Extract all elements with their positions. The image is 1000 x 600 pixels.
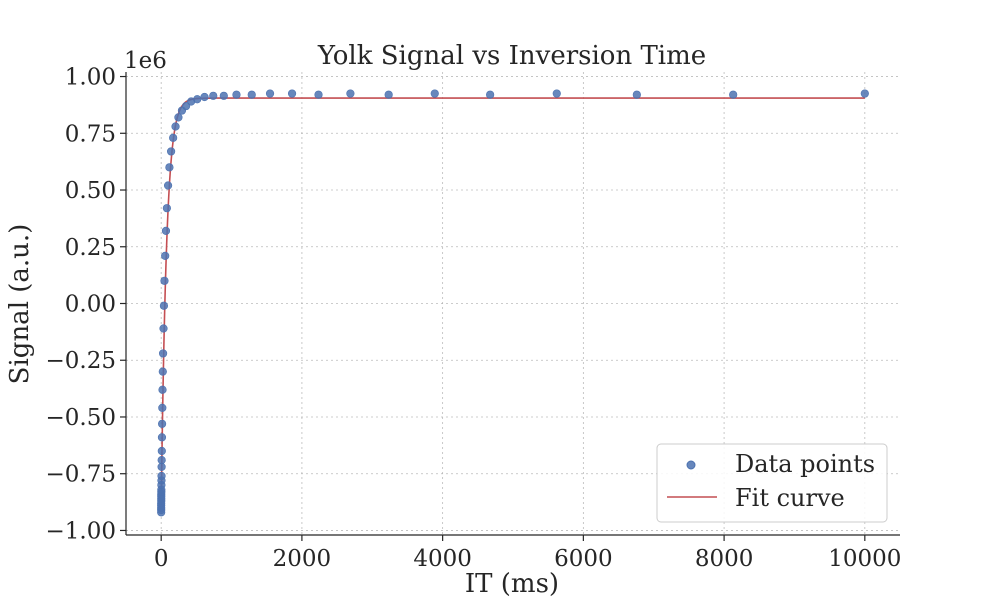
data-point-26 <box>161 251 170 260</box>
data-point-21 <box>158 367 167 376</box>
x-tick-label-4: 8000 <box>695 546 754 572</box>
data-point-32 <box>169 133 178 142</box>
data-point-16 <box>157 446 166 456</box>
data-point-53 <box>729 90 738 99</box>
y-tick-label-2: 0.50 <box>65 178 116 204</box>
data-point-25 <box>160 276 169 285</box>
x-tick-label-3: 6000 <box>554 546 613 572</box>
data-point-39 <box>200 92 209 102</box>
x-tick-label-1: 2000 <box>273 546 332 572</box>
chart-title: Yolk Signal vs Inversion Time <box>317 41 706 71</box>
y-offset-label: 1e6 <box>124 48 167 74</box>
data-point-52 <box>632 90 641 99</box>
data-point-45 <box>287 89 297 98</box>
data-point-30 <box>165 163 174 172</box>
data-point-44 <box>265 89 275 98</box>
legend-marker-points <box>686 460 696 470</box>
y-tick-label-8: −1.00 <box>46 518 116 544</box>
y-tick-label-6: −0.50 <box>46 405 116 431</box>
data-point-19 <box>158 403 167 413</box>
data-point-14 <box>157 462 166 472</box>
data-point-31 <box>167 147 176 156</box>
legend-label-points: Data points <box>735 450 875 478</box>
data-point-42 <box>232 90 241 99</box>
x-axis-label: IT (ms) <box>465 569 559 599</box>
points-layer <box>157 89 869 517</box>
data-point-29 <box>163 181 173 190</box>
data-point-13 <box>157 471 166 481</box>
data-point-34 <box>174 113 183 122</box>
y-tick-label-3: 0.25 <box>65 235 116 261</box>
data-point-23 <box>159 324 168 333</box>
y-tick-label-7: −0.75 <box>46 462 116 488</box>
data-point-20 <box>158 385 167 394</box>
data-point-18 <box>157 419 167 428</box>
legend-label-fit: Fit curve <box>735 484 845 512</box>
data-point-24 <box>159 301 169 310</box>
data-point-50 <box>486 90 495 99</box>
data-point-38 <box>193 95 202 104</box>
data-point-41 <box>219 91 228 100</box>
x-tick-label-2: 4000 <box>413 546 472 572</box>
data-point-36 <box>181 101 191 111</box>
legend-frame <box>656 443 888 523</box>
y-tick-label-0: 1.00 <box>65 65 116 91</box>
data-point-47 <box>346 89 355 98</box>
y-tick-label-1: 0.75 <box>65 121 116 147</box>
data-point-46 <box>314 90 323 99</box>
data-point-27 <box>161 226 171 235</box>
data-point-40 <box>209 91 218 100</box>
data-point-49 <box>430 89 439 98</box>
y-axis-label: Signal (a.u.) <box>5 224 35 385</box>
grid-layer <box>126 72 900 535</box>
data-point-54 <box>860 89 869 98</box>
x-tick-label-5: 10000 <box>828 546 901 572</box>
data-point-28 <box>162 204 171 213</box>
data-point-33 <box>171 122 180 131</box>
axes-layer: 0 2000 4000 6000 8000 10000 1.00 0.75 0.50 0.25 0.… <box>46 65 902 572</box>
y-tick-label-5: −0.25 <box>46 348 116 374</box>
x-tick-label-0: 0 <box>154 546 169 572</box>
legend: Data points Fit curve <box>656 443 888 523</box>
y-tick-label-4: 0.00 <box>65 292 116 318</box>
data-point-43 <box>247 90 256 99</box>
data-point-51 <box>552 89 561 98</box>
data-point-22 <box>158 349 168 358</box>
data-point-17 <box>157 433 167 442</box>
data-point-15 <box>157 456 166 465</box>
data-point-48 <box>384 90 393 99</box>
